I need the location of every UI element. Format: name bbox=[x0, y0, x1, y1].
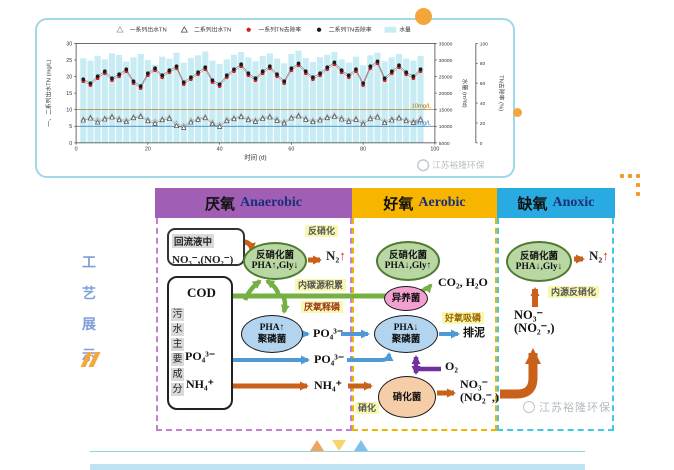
triangle-up-blue-icon bbox=[354, 440, 368, 451]
watermark-logo-icon bbox=[523, 401, 535, 413]
svg-text:30000: 30000 bbox=[439, 58, 453, 64]
heterotroph: 异养菌 bbox=[384, 286, 428, 311]
triangle-up-orange-icon bbox=[310, 440, 324, 451]
svg-text:25000: 25000 bbox=[439, 75, 453, 81]
n2-gas-anoxic: N₂↑ bbox=[589, 248, 609, 263]
svg-text:TN去除率 (%): TN去除率 (%) bbox=[497, 75, 505, 111]
svg-text:10mg/L: 10mg/L bbox=[411, 104, 431, 110]
svg-text:25: 25 bbox=[66, 58, 72, 64]
svg-text:100: 100 bbox=[430, 147, 439, 153]
no3-anoxic: NO₃⁻ (NO₂⁻,) bbox=[514, 308, 555, 335]
svg-text:0: 0 bbox=[75, 147, 78, 153]
svg-text:一系列出水TN: 一系列出水TN bbox=[130, 26, 167, 34]
label-nitrification: 硝化 bbox=[355, 402, 380, 414]
zone-title-en: Anoxic bbox=[552, 195, 595, 210]
svg-text:60: 60 bbox=[480, 81, 486, 87]
svg-text:15000: 15000 bbox=[439, 108, 453, 114]
section-title-char: 艺 bbox=[82, 285, 96, 301]
svg-text:水量: 水量 bbox=[399, 26, 411, 34]
next-section-strip bbox=[90, 464, 585, 470]
svg-text:35000: 35000 bbox=[439, 41, 453, 47]
influent-vertical-label: 污 水 主 要 成 分 bbox=[171, 308, 184, 396]
svg-text:江苏裕隆环保: 江苏裕隆环保 bbox=[432, 159, 485, 170]
svg-text:10: 10 bbox=[66, 108, 72, 114]
label-denitrification: 反硝化 bbox=[305, 225, 339, 237]
reflux-label: 回流液中 bbox=[172, 234, 215, 248]
zone-title-cn: 缺氧 bbox=[517, 195, 548, 213]
zone-body-anaerobic bbox=[156, 218, 352, 431]
zone-body-aerobic bbox=[352, 218, 497, 431]
zone-title-en: Aerobic bbox=[418, 195, 466, 210]
zone-title-en: Anaerobic bbox=[240, 195, 302, 210]
svg-text:40: 40 bbox=[480, 101, 486, 107]
reflux-liquid-box: 回流液中 NO₃⁻,(NO₂⁻) bbox=[167, 228, 245, 266]
zone-body-anoxic bbox=[497, 218, 614, 431]
n2-gas-anaerobic: N₂↑ bbox=[326, 248, 346, 263]
svg-text:二系列出水TN: 二系列出水TN bbox=[194, 26, 231, 34]
svg-text:时间 (d): 时间 (d) bbox=[244, 152, 266, 161]
zone-header-anaerobic: 厌氧 Anaerobic bbox=[155, 188, 352, 218]
tn-chart-card: 10mg/L 5mg/L 0 5 10 15 20 25 30 0 20 40 60 80 100 5000 1… bbox=[35, 18, 515, 178]
zone-header-anoxic: 缺氧 Anoxic bbox=[497, 188, 615, 218]
decor-dots-grid bbox=[620, 174, 646, 204]
po4-released: PO₄³⁻ bbox=[313, 326, 344, 340]
section-title-char: 展 bbox=[82, 316, 96, 332]
svg-text:80: 80 bbox=[360, 147, 366, 153]
reflux-formula: NO₃⁻,(NO₂⁻) bbox=[172, 254, 234, 266]
svg-text:20: 20 bbox=[480, 121, 486, 127]
decor-circle-large bbox=[415, 8, 432, 25]
sludge-label: 排泥 bbox=[463, 327, 485, 339]
svg-text:100: 100 bbox=[480, 41, 488, 47]
zone-title-cn: 厌氧 bbox=[205, 195, 236, 213]
svg-text:80: 80 bbox=[480, 61, 486, 67]
label-endogenous-denitrification: 内源反硝化 bbox=[548, 286, 600, 298]
section-title-char: 工 bbox=[82, 254, 96, 270]
svg-text:30: 30 bbox=[66, 41, 72, 47]
footer-divider-line bbox=[90, 451, 585, 452]
zone-headers: 厌氧 Anaerobic 好氧 Aerobic 缺氧 Anoxic bbox=[155, 188, 615, 218]
denitrifier-anoxic: 反硝化菌 PHA↓,Gly↓ bbox=[506, 241, 572, 282]
process-diagram: 厌氧 Anaerobic 好氧 Aerobic 缺氧 Anoxic bbox=[155, 188, 615, 433]
svg-text:40: 40 bbox=[217, 147, 223, 153]
denitrifier-anaerobic: 反硝化菌 PHA↑,Gly↓ bbox=[243, 242, 307, 280]
pao-anaerobic: PHA↑ 聚磷菌 bbox=[241, 315, 303, 353]
svg-text:水量 (m³/d): 水量 (m³/d) bbox=[461, 79, 469, 108]
svg-text:5000: 5000 bbox=[439, 141, 450, 147]
label-internal-carbon: 内碳源积累 bbox=[295, 279, 347, 291]
svg-text:60: 60 bbox=[288, 147, 294, 153]
cod-label: COD bbox=[187, 285, 216, 300]
svg-text:0: 0 bbox=[480, 141, 483, 147]
diagram-watermark: 江苏裕隆环保 bbox=[523, 399, 611, 415]
svg-text:5: 5 bbox=[69, 124, 72, 130]
decor-circle-small bbox=[513, 108, 522, 117]
svg-text:20: 20 bbox=[145, 147, 151, 153]
svg-text:一系列TN去除率: 一系列TN去除率 bbox=[258, 26, 301, 34]
zone-header-aerobic: 好氧 Aerobic bbox=[352, 188, 497, 218]
no3-produced: NO₃⁻ (NO₂⁻,) bbox=[460, 377, 499, 404]
nh4-influent: NH₄⁺ bbox=[186, 377, 214, 391]
nitrifier: 硝化菌 bbox=[378, 376, 436, 418]
denitrifier-aerobic: 反硝化菌 PHA↓,Gly↑ bbox=[376, 241, 440, 281]
po4-transfer: PO₄³⁻ bbox=[314, 352, 345, 366]
svg-text:10000: 10000 bbox=[439, 124, 453, 130]
svg-text:一、二系列出水TN (mg/L): 一、二系列出水TN (mg/L) bbox=[45, 59, 53, 126]
o2-label: O₂ bbox=[445, 359, 458, 373]
nh4-transfer: NH₄⁺ bbox=[314, 378, 342, 392]
triangle-down-yellow-icon bbox=[332, 440, 346, 451]
svg-text:二系列TN去除率: 二系列TN去除率 bbox=[329, 26, 372, 34]
decor-slashes-icon bbox=[80, 352, 101, 367]
zone-title-cn: 好氧 bbox=[383, 195, 414, 213]
svg-text:0: 0 bbox=[69, 141, 72, 147]
svg-text:5mg/L: 5mg/L bbox=[415, 120, 432, 126]
po4-influent: PO₄³⁻ bbox=[185, 349, 216, 363]
pao-aerobic: PHA↓ 聚磷菌 bbox=[374, 315, 438, 353]
label-anaerobic-p-release: 厌氧释磷 bbox=[301, 301, 344, 313]
svg-text:15: 15 bbox=[66, 91, 72, 97]
co2-h2o-label: CO₂, H₂O bbox=[438, 275, 488, 289]
svg-text:20: 20 bbox=[66, 75, 72, 81]
svg-text:20000: 20000 bbox=[439, 91, 453, 97]
label-aerobic-p-uptake: 好氧吸磷 bbox=[442, 312, 485, 324]
